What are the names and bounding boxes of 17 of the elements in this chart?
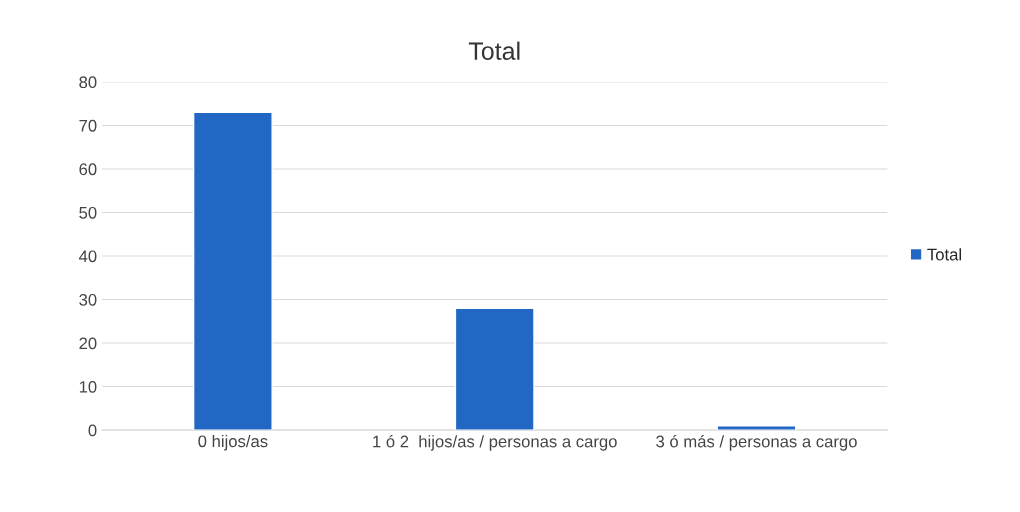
x-tick-label: 0 hijos/as [198,434,268,451]
y-tick-label: 10 [79,380,97,393]
y-tick-label: 20 [79,337,97,350]
x-tick-label: 1 ó 2 hijos/as / personas a cargo [373,434,617,451]
bar [454,307,535,431]
bar [716,425,797,431]
bar [192,111,273,431]
y-tick-label: 0 [88,424,97,437]
y-tick-label: 80 [79,76,97,89]
y-tick-label: 50 [79,206,97,219]
chart-title: Total [468,41,520,60]
y-tick-label: 40 [78,250,97,263]
x-tick-label: 3 ó más / personas a cargo [656,434,857,451]
y-tick-label: 30 [79,293,97,306]
legend-label: Total [927,248,961,261]
y-tick-label: 70 [79,119,97,132]
y-tick-label: 60 [79,163,97,176]
